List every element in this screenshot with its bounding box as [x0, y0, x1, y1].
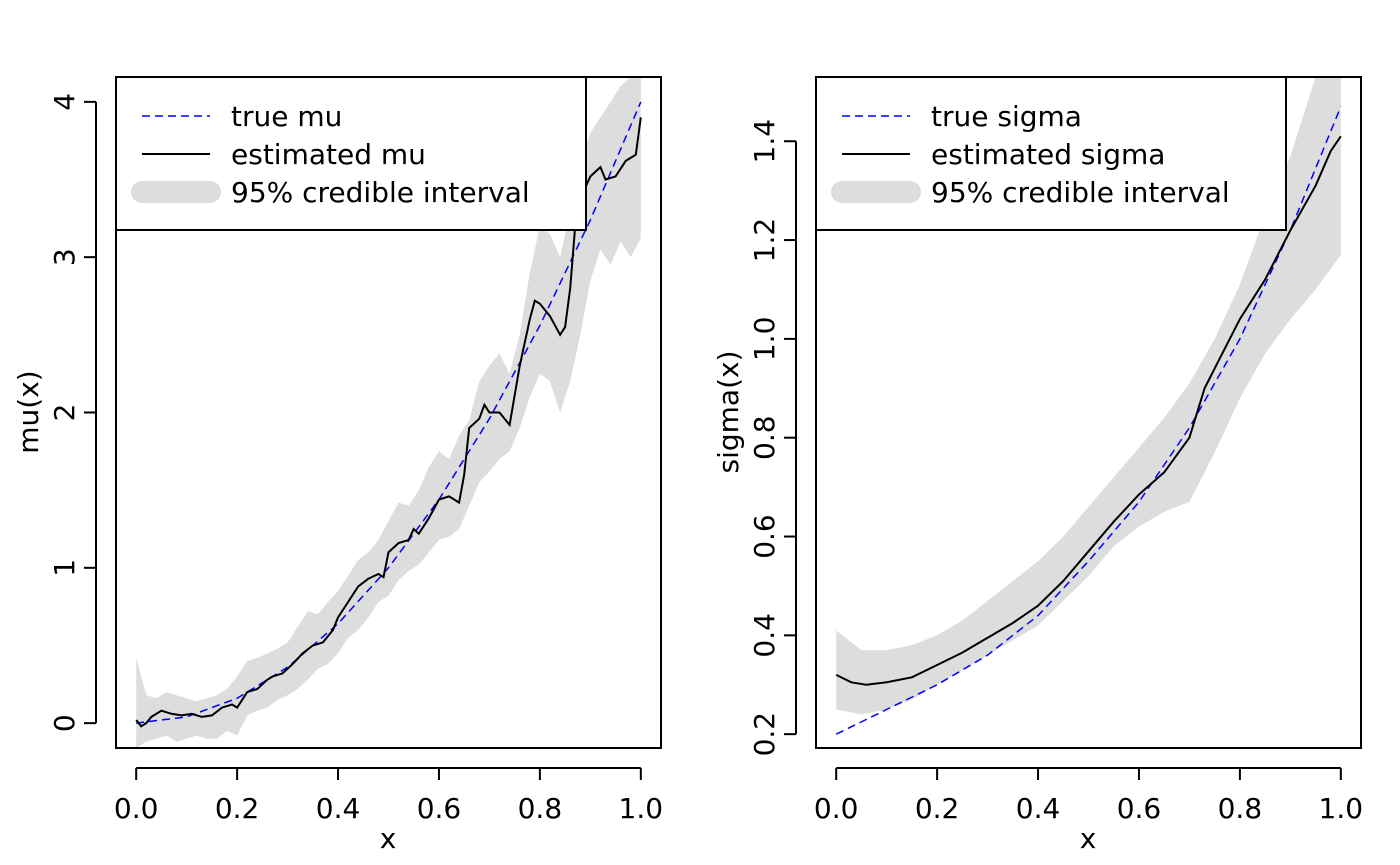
y-tick-label: 4 — [48, 93, 81, 111]
x-axis: 0.0 0.2 0.4 0.6 0.8 1.0 — [114, 767, 664, 825]
x-tick-label: 1.0 — [619, 792, 664, 825]
legend-label-true: true mu — [231, 100, 342, 133]
legend-label-true: true sigma — [931, 100, 1082, 133]
y-axis-label: mu(x) — [12, 370, 45, 453]
y-tick-label: 0.8 — [748, 415, 781, 460]
estimated-sigma-line — [835, 135, 1342, 686]
x-tick-label: 0.8 — [1218, 792, 1263, 825]
x-tick-label: 0.4 — [1016, 792, 1061, 825]
mu-panel: 0.0 0.2 0.4 0.6 0.8 1.0 0 1 2 3 4 x mu(x) true mu… — [12, 76, 664, 855]
x-tick-label: 0.4 — [316, 792, 361, 825]
y-tick-label: 1.2 — [748, 218, 781, 263]
x-tick-label: 0.2 — [915, 792, 960, 825]
legend: true sigma estimated sigma 95% credible … — [815, 76, 1287, 231]
estimated-mu-line — [135, 117, 642, 728]
y-tick-label: 1.4 — [748, 119, 781, 164]
y-axis: 0.2 0.4 0.6 0.8 1.0 1.2 1.4 — [748, 119, 797, 757]
y-axis: 0 1 2 3 4 — [48, 93, 97, 732]
x-tick-label: 0.2 — [215, 792, 260, 825]
y-tick-label: 1.0 — [748, 317, 781, 362]
x-tick-label: 0.6 — [417, 792, 462, 825]
x-tick-label: 0.0 — [814, 792, 859, 825]
legend-label-estimated: estimated mu — [231, 138, 426, 171]
legend-label-band: 95% credible interval — [931, 176, 1230, 209]
x-axis: 0.0 0.2 0.4 0.6 0.8 1.0 — [814, 767, 1364, 825]
y-tick-label: 1 — [48, 559, 81, 577]
legend: true mu estimated mu 95% credible interv… — [115, 76, 587, 231]
x-tick-label: 1.0 — [1319, 792, 1364, 825]
y-tick-label: 3 — [48, 248, 81, 266]
x-tick-label: 0.0 — [114, 792, 159, 825]
y-tick-label: 0.4 — [748, 613, 781, 658]
y-tick-label: 2 — [48, 404, 81, 422]
credible-interval-band — [836, 77, 1341, 715]
y-tick-label: 0.6 — [748, 514, 781, 559]
y-tick-label: 0.2 — [748, 712, 781, 757]
true-sigma-line — [835, 106, 1342, 735]
credible-interval-band — [136, 77, 641, 748]
legend-label-band: 95% credible interval — [231, 176, 530, 209]
x-axis-label: x — [1080, 822, 1097, 855]
x-tick-label: 0.8 — [518, 792, 563, 825]
true-mu-line — [136, 101, 642, 724]
x-axis-label: x — [380, 822, 397, 855]
y-tick-label: 0 — [48, 714, 81, 732]
sigma-panel: 0.0 0.2 0.4 0.6 0.8 1.0 0.2 0.4 0.6 0.8 1.0 1.2 1.4… — [712, 76, 1364, 855]
legend-label-estimated: estimated sigma — [931, 138, 1165, 171]
y-axis-label: sigma(x) — [712, 351, 745, 474]
x-tick-label: 0.6 — [1117, 792, 1162, 825]
